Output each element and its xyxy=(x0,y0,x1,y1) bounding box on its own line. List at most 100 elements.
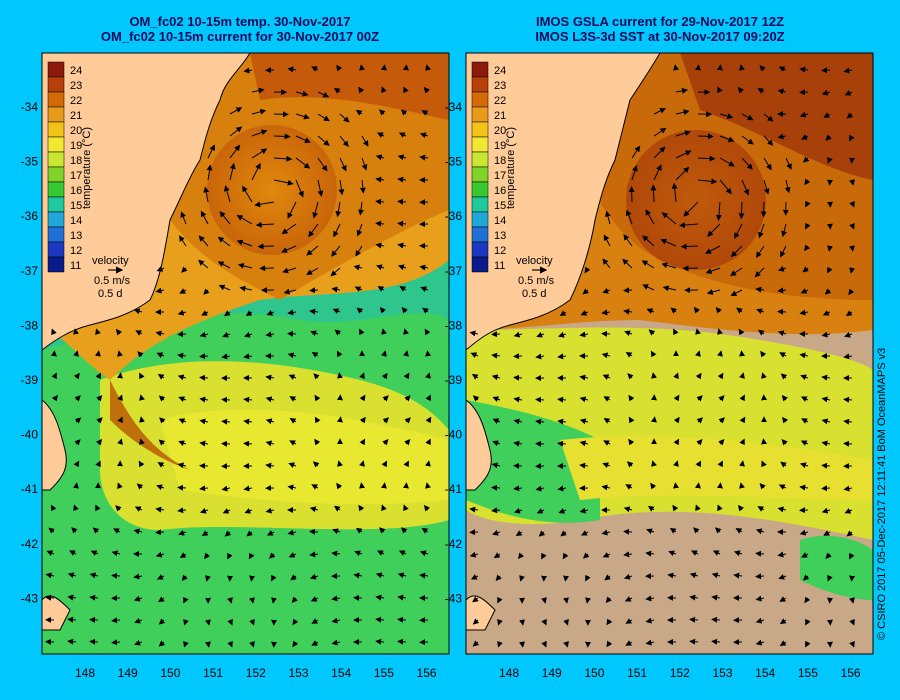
left-current-vector xyxy=(425,394,431,402)
left-current-vector xyxy=(336,350,343,358)
left-current-vector xyxy=(375,572,385,579)
right-current-vector xyxy=(695,350,701,357)
right-current-vector xyxy=(623,573,633,580)
left-colorbar-swatch xyxy=(47,61,65,78)
left-current-vector xyxy=(422,307,429,314)
left-x-tick-label: 149 xyxy=(118,666,138,680)
left-x-tick-label: 154 xyxy=(331,666,351,680)
right-current-vector xyxy=(580,530,589,536)
right-current-vector xyxy=(579,396,589,403)
right-current-vector xyxy=(650,350,657,358)
left-current-vector xyxy=(311,484,319,490)
right-current-vector xyxy=(694,64,701,71)
left-current-vector xyxy=(227,640,233,648)
right-current-vector xyxy=(779,352,787,358)
left-current-vector xyxy=(249,641,255,648)
right-current-vector xyxy=(821,396,831,403)
left-current-vector xyxy=(95,328,101,335)
left-map-panel xyxy=(41,52,450,655)
right-current-vector xyxy=(711,616,721,623)
left-current-vector xyxy=(273,133,291,140)
left-current-vector xyxy=(295,113,310,120)
left-current-vector xyxy=(92,527,100,534)
right-velocity-scale: 0.5 m/s xyxy=(518,275,555,287)
right-current-vector xyxy=(541,640,547,648)
left-current-vector xyxy=(219,211,231,225)
left-current-vector xyxy=(359,438,366,446)
right-current-vector xyxy=(803,244,811,252)
left-current-vector xyxy=(311,640,319,646)
right-current-vector xyxy=(805,200,811,208)
left-current-vector xyxy=(177,352,187,359)
left-current-vector xyxy=(198,235,209,247)
right-current-vector xyxy=(653,146,666,159)
right-current-vector xyxy=(799,462,809,469)
right-current-vector xyxy=(711,594,721,601)
left-current-vector xyxy=(336,482,343,490)
right-current-vector xyxy=(695,460,702,468)
left-current-vector xyxy=(181,266,188,273)
left-current-vector xyxy=(273,179,294,186)
left-current-vector xyxy=(139,416,145,423)
right-current-vector xyxy=(849,552,855,560)
left-current-vector xyxy=(333,505,341,512)
right-colorbar-tick: 21 xyxy=(494,110,506,122)
right-current-vector xyxy=(800,440,809,446)
left-current-vector xyxy=(157,373,165,380)
left-current-vector xyxy=(382,417,390,424)
left-current-vector xyxy=(111,617,121,624)
right-current-vector xyxy=(739,482,745,489)
left-current-vector xyxy=(117,482,123,490)
right-current-vector xyxy=(579,331,589,338)
left-current-vector xyxy=(382,439,389,446)
right-current-vector xyxy=(781,223,787,238)
left-current-vector xyxy=(311,351,319,358)
left-current-vector xyxy=(155,551,165,558)
left-current-vector xyxy=(375,220,385,227)
left-current-vector xyxy=(314,416,321,424)
right-current-vector xyxy=(628,416,635,424)
left-current-vector xyxy=(331,550,341,557)
left-current-vector xyxy=(89,572,99,579)
right-current-vector xyxy=(671,182,678,203)
left-current-vector xyxy=(158,596,165,603)
left-current-vector xyxy=(287,484,297,491)
right-current-vector xyxy=(603,396,611,402)
right-current-vector xyxy=(623,308,633,315)
left-current-vector xyxy=(337,372,343,379)
left-current-vector xyxy=(244,331,253,338)
right-current-vector xyxy=(669,527,677,534)
left-current-vector xyxy=(217,261,231,269)
right-current-vector xyxy=(646,308,655,314)
left-current-vector xyxy=(229,126,243,137)
right-current-vector xyxy=(827,574,833,582)
right-y-tick-label: -34 xyxy=(445,100,463,114)
right-colorbar-tick: 12 xyxy=(494,245,506,257)
right-current-vector xyxy=(579,418,589,425)
right-current-vector xyxy=(693,306,700,314)
left-current-vector xyxy=(51,372,57,380)
right-current-vector xyxy=(755,573,765,580)
left-current-vector xyxy=(424,328,431,336)
right-current-vector xyxy=(579,507,589,514)
right-current-vector xyxy=(517,552,525,560)
right-current-vector xyxy=(622,258,633,269)
right-current-vector xyxy=(579,440,589,447)
left-current-vector xyxy=(73,460,80,468)
left-current-vector xyxy=(332,528,341,535)
left-current-vector xyxy=(400,527,408,534)
left-velocity-scale: 0.5 m/s xyxy=(94,275,131,287)
left-current-vector xyxy=(375,638,385,645)
right-current-vector xyxy=(661,262,677,269)
right-current-vector xyxy=(849,640,855,648)
left-current-vector xyxy=(268,552,276,559)
right-current-vector xyxy=(821,374,831,381)
left-current-vector xyxy=(378,109,386,116)
right-current-vector xyxy=(602,258,611,269)
right-current-vector xyxy=(843,396,853,403)
right-current-vector xyxy=(472,618,480,625)
right-current-vector xyxy=(689,572,699,579)
left-current-vector xyxy=(229,162,236,181)
right-current-vector xyxy=(563,618,569,626)
right-current-vector xyxy=(623,234,633,247)
